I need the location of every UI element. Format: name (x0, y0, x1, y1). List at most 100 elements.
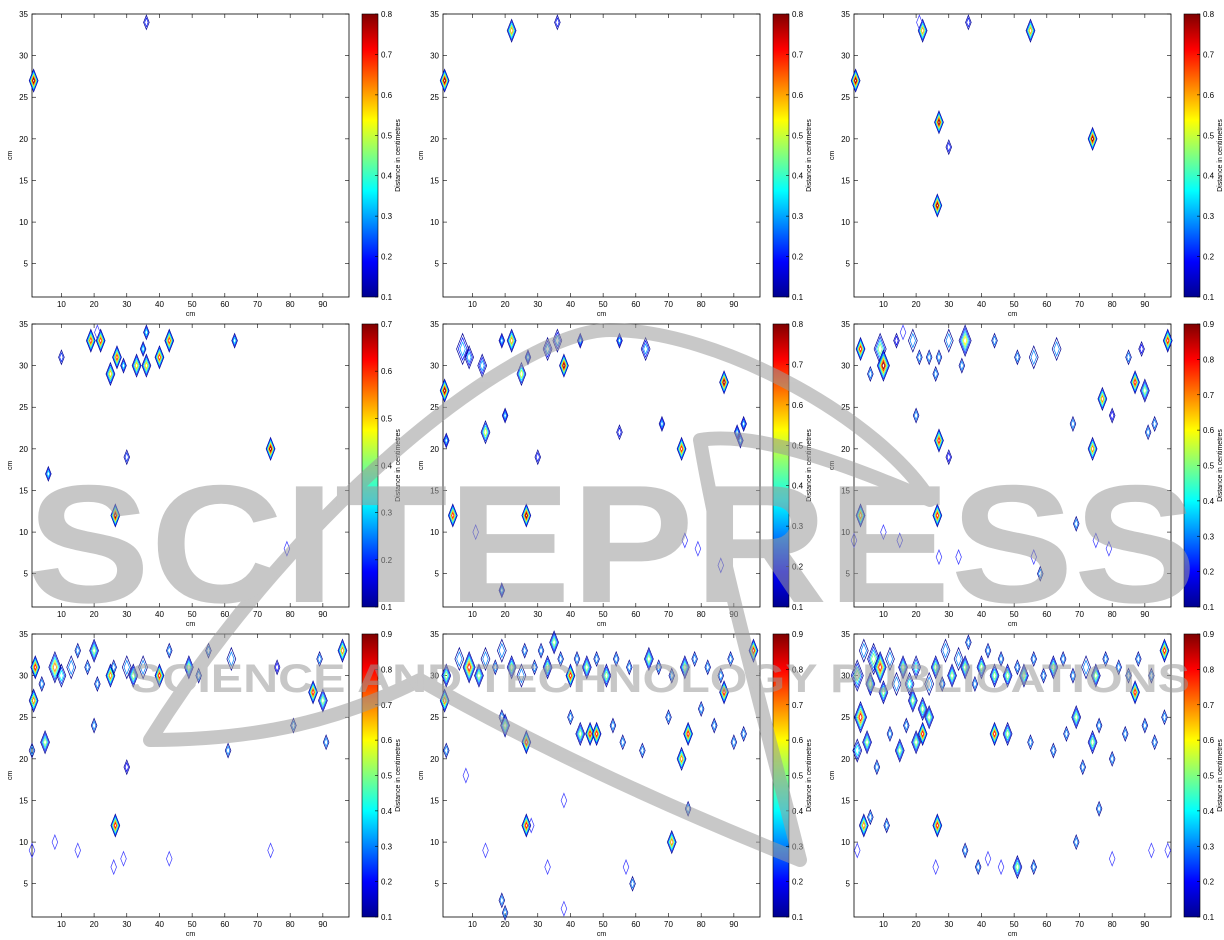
contour-line (86, 328, 96, 353)
contour-peak (924, 705, 934, 730)
contour-line (862, 730, 872, 755)
contour-line (1005, 670, 1010, 681)
contour-line (56, 663, 67, 688)
colorbar: 0.1 0.2 0.3 0.4 0.5 0.6 0.7 0.8 0.9 Distance in c… (1183, 320, 1224, 612)
contour-line (1087, 126, 1098, 152)
contour-line (143, 359, 149, 372)
contour-peak (447, 503, 458, 528)
contour-peak (439, 68, 450, 93)
x-tick-label: 60 (220, 920, 229, 929)
contour-peak (911, 730, 921, 755)
contour-line (584, 662, 589, 673)
contour-line (963, 662, 968, 673)
contour-line (267, 441, 274, 457)
contour-line (676, 746, 687, 772)
contour-peak (1161, 709, 1168, 726)
colorbar-tick-label: 0.5 (1203, 131, 1215, 140)
contour-line (866, 674, 875, 694)
contour-line (990, 723, 999, 745)
contour-line (740, 725, 747, 742)
y-tick-label: 15 (19, 176, 28, 185)
contour-peak (1071, 705, 1082, 730)
contour-peak (683, 721, 693, 747)
contour-line (992, 670, 997, 681)
x-tick-label: 70 (1075, 610, 1084, 619)
colorbar-tick-label: 0.9 (381, 630, 393, 639)
contour-peak (105, 361, 116, 387)
contour-line (1130, 370, 1140, 395)
y-axis-label: cm (7, 461, 14, 471)
contour-peak (1151, 415, 1158, 432)
contour-line (88, 333, 94, 348)
contour-line (493, 661, 498, 673)
contour-line (451, 511, 455, 520)
contour-line (677, 748, 686, 770)
contour-line (1051, 336, 1062, 362)
contour-peak (143, 324, 150, 341)
contour-panel-2: 10 20 30 40 50 60 70 80 905101520253035cmcm0.10.… (418, 10, 813, 318)
contour-peak (911, 655, 921, 680)
contour-line (113, 510, 118, 521)
contour-peak (139, 340, 147, 358)
contour-peak (265, 436, 276, 462)
contour-peak (66, 655, 77, 680)
contour-line (440, 71, 449, 90)
x-tick-label: 60 (631, 300, 640, 309)
contour-peak (925, 349, 933, 366)
contour-line (935, 114, 943, 130)
contour-peak (1108, 850, 1116, 867)
contour-line (858, 509, 863, 522)
contour-line (75, 645, 80, 656)
contour-line (958, 324, 972, 357)
contour-line (456, 332, 470, 366)
y-tick-label: 20 (430, 135, 439, 144)
contour-line (465, 348, 473, 367)
contour-line (910, 695, 915, 706)
contour-line (932, 503, 943, 528)
contour-line (626, 659, 633, 676)
contour-peak (554, 14, 561, 31)
contour-line (949, 668, 955, 683)
contour-line (443, 77, 446, 84)
contour-line (144, 361, 149, 370)
contour-line (858, 712, 863, 722)
contour-line (1063, 725, 1070, 742)
x-tick-label: 70 (253, 610, 262, 619)
colorbar-tick-label: 0.8 (792, 10, 804, 19)
contour-line (134, 359, 140, 372)
contour-line (939, 675, 946, 693)
contour-line (140, 342, 146, 356)
contour-line (311, 688, 315, 696)
contour-line (853, 741, 861, 760)
contour-peak (613, 650, 620, 668)
contour-line (447, 503, 458, 528)
y-tick-label: 10 (19, 218, 28, 227)
contour-line (112, 818, 119, 833)
y-tick-label: 5 (435, 260, 440, 269)
contour-line (28, 742, 36, 759)
contour-line (448, 504, 457, 526)
y-tick-label: 30 (430, 362, 439, 371)
contour-line (31, 694, 37, 707)
y-tick-label: 15 (841, 176, 850, 185)
contour-line (560, 356, 568, 375)
contour-peak (138, 655, 148, 680)
contour-line (895, 740, 904, 761)
contour-peak (666, 829, 677, 855)
contour-line (155, 665, 164, 687)
contour-line (268, 444, 273, 454)
contour-line (1164, 333, 1171, 348)
contour-line (475, 665, 483, 686)
x-tick-label: 80 (1108, 300, 1117, 309)
y-tick-label: 15 (430, 176, 439, 185)
contour-line (545, 662, 550, 673)
contour-line (265, 436, 276, 462)
contour-line (932, 659, 939, 675)
contour-line (886, 725, 894, 742)
contour-line (1099, 390, 1106, 408)
contour-line (157, 670, 162, 681)
colorbar-tick-label: 0.7 (792, 701, 804, 710)
contour-line (567, 709, 574, 726)
contour-peak (855, 503, 866, 528)
contour-peak (940, 638, 951, 663)
